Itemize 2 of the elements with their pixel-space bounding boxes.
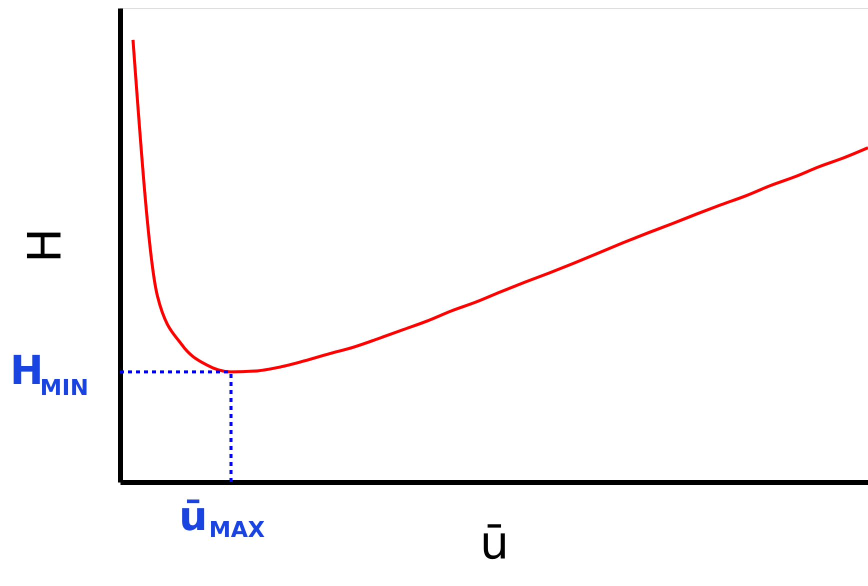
- x-axis-title: ū: [480, 516, 510, 570]
- y-axis-title: H: [18, 228, 72, 263]
